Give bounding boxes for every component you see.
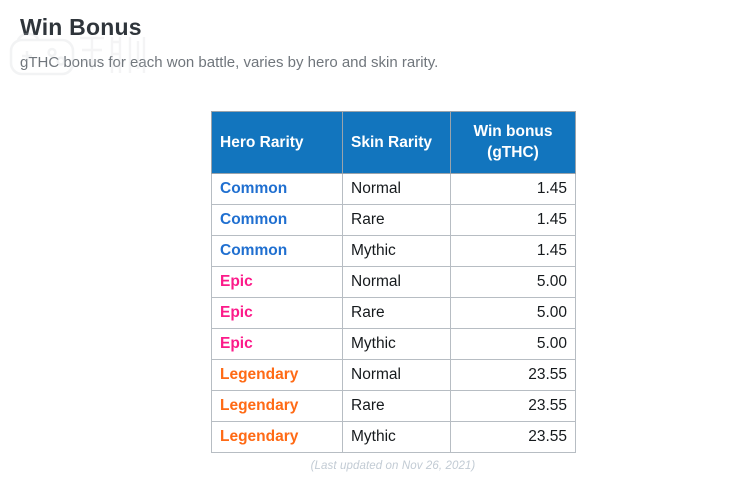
table-row: Legendary Normal 23.55 xyxy=(211,359,576,391)
table-header-row: Hero Rarity Skin Rarity Win bonus (gTHC) xyxy=(211,111,576,174)
table-row: Legendary Mythic 23.55 xyxy=(211,421,576,453)
table-row: Epic Normal 5.00 xyxy=(211,266,576,298)
cell-win-bonus: 5.00 xyxy=(450,328,576,360)
cell-win-bonus: 1.45 xyxy=(450,235,576,267)
table-body: Common Normal 1.45 Common Rare 1.45 Common Myth… xyxy=(211,173,576,453)
cell-hero-rarity: Epic xyxy=(211,297,343,329)
cell-skin-rarity: Mythic xyxy=(342,235,451,267)
cell-skin-rarity: Normal xyxy=(342,266,451,298)
page-title: Win Bonus xyxy=(20,14,142,40)
cell-win-bonus: 23.55 xyxy=(450,359,576,391)
cell-skin-rarity: Rare xyxy=(342,204,451,236)
win-bonus-table: Hero Rarity Skin Rarity Win bonus (gTHC)… xyxy=(211,111,576,453)
cell-skin-rarity: Rare xyxy=(342,390,451,422)
win-bonus-table-container: Hero Rarity Skin Rarity Win bonus (gTHC)… xyxy=(211,111,576,453)
page-subtitle: gTHC bonus for each won battle, varies b… xyxy=(20,54,439,71)
cell-skin-rarity: Normal xyxy=(342,359,451,391)
cell-hero-rarity: Epic xyxy=(211,328,343,360)
column-header-win-bonus-line1: Win bonus xyxy=(473,123,553,140)
cell-hero-rarity: Legendary xyxy=(211,359,343,391)
column-header-hero-rarity: Hero Rarity xyxy=(211,111,343,174)
column-header-win-bonus: Win bonus (gTHC) xyxy=(450,111,576,174)
cell-hero-rarity: Common xyxy=(211,204,343,236)
table-row: Epic Rare 5.00 xyxy=(211,297,576,329)
column-header-skin-rarity: Skin Rarity xyxy=(342,111,451,174)
cell-hero-rarity: Legendary xyxy=(211,421,343,453)
cell-hero-rarity: Epic xyxy=(211,266,343,298)
cell-skin-rarity: Rare xyxy=(342,297,451,329)
cell-skin-rarity: Mythic xyxy=(342,328,451,360)
cell-win-bonus: 5.00 xyxy=(450,297,576,329)
cell-win-bonus: 1.45 xyxy=(450,173,576,205)
cell-win-bonus: 23.55 xyxy=(450,421,576,453)
column-header-win-bonus-line2: (gTHC) xyxy=(487,144,539,161)
cell-hero-rarity: Legendary xyxy=(211,390,343,422)
cell-win-bonus: 23.55 xyxy=(450,390,576,422)
cell-skin-rarity: Mythic xyxy=(342,421,451,453)
cell-win-bonus: 5.00 xyxy=(450,266,576,298)
table-footnote: (Last updated on Nov 26, 2021) xyxy=(310,460,476,472)
table-header: Hero Rarity Skin Rarity Win bonus (gTHC) xyxy=(211,111,576,174)
table-row: Legendary Rare 23.55 xyxy=(211,390,576,422)
table-row: Common Rare 1.45 xyxy=(211,204,576,236)
table-row: Common Mythic 1.45 xyxy=(211,235,576,267)
cell-win-bonus: 1.45 xyxy=(450,204,576,236)
cell-skin-rarity: Normal xyxy=(342,173,451,205)
table-row: Epic Mythic 5.00 xyxy=(211,328,576,360)
cell-hero-rarity: Common xyxy=(211,173,343,205)
cell-hero-rarity: Common xyxy=(211,235,343,267)
table-row: Common Normal 1.45 xyxy=(211,173,576,205)
page-header: Win Bonus gTHC bonus for each won battle… xyxy=(0,0,750,73)
